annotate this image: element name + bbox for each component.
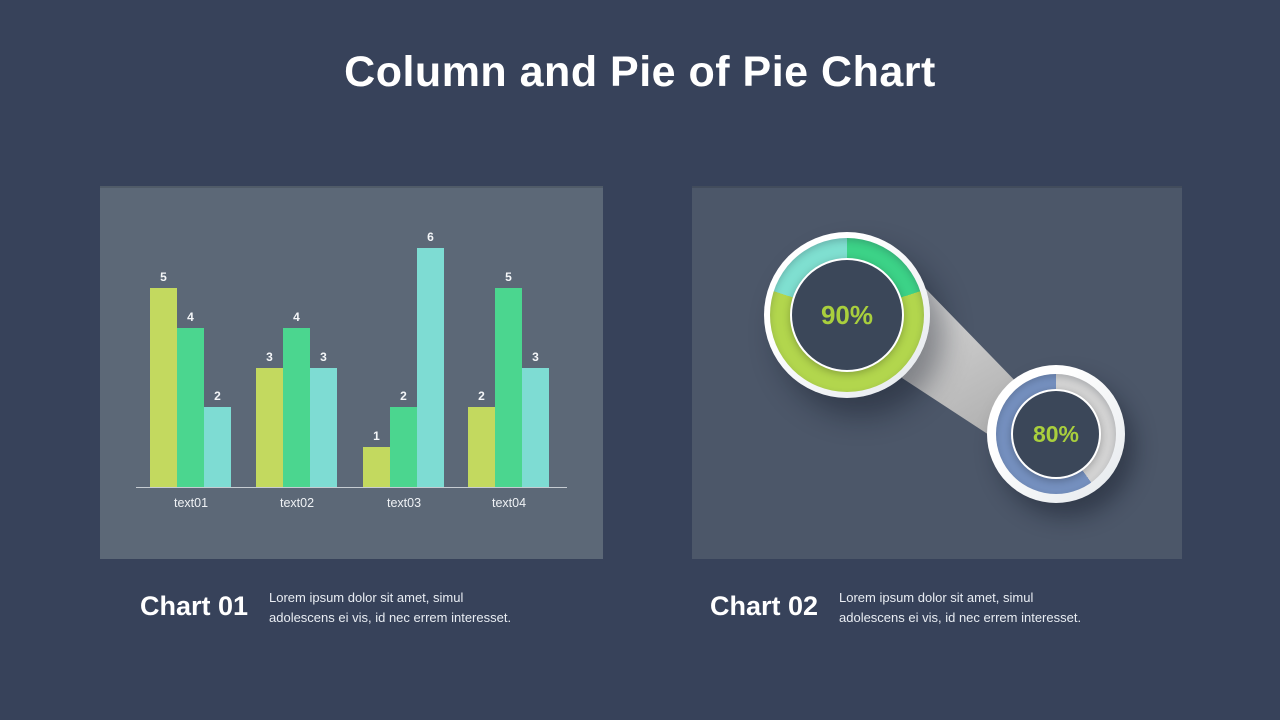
bar-group: 1 2 6: [363, 230, 444, 487]
donut-center: 90%: [790, 258, 904, 372]
bar-value-label: 4: [293, 310, 300, 324]
bar-value-label: 2: [400, 389, 407, 403]
donut-center: 80%: [1011, 389, 1101, 479]
bar-group: 5 4 2: [150, 270, 231, 487]
bar-column: 1: [363, 429, 390, 487]
bar-value-label: 2: [214, 389, 221, 403]
chart2-description-line2: adolescens ei vis, id nec errem interess…: [839, 609, 1082, 625]
bar: [468, 407, 495, 487]
bar-column: 5: [150, 270, 177, 487]
chart2-description: Lorem ipsum dolor sit amet, simul adoles…: [839, 588, 1129, 627]
chart1-description-line1: Lorem ipsum dolor sit amet, simul: [269, 590, 464, 605]
bar-column: 2: [390, 389, 417, 487]
bar-value-label: 3: [320, 350, 327, 364]
bar-value-label: 4: [187, 310, 194, 324]
category-label: text04: [491, 496, 527, 510]
bar-value-label: 5: [505, 270, 512, 284]
bar-chart-panel: 5 4 2 text01 3 4 3 text02 1 2 6 text03 2 5 3 text04: [100, 186, 603, 559]
bar-column: 3: [256, 350, 283, 487]
bar: [283, 328, 310, 487]
bar: [256, 368, 283, 487]
category-label: text02: [279, 496, 315, 510]
donut-large: 90%: [764, 232, 930, 398]
bar-value-label: 1: [373, 429, 380, 443]
category-label: text03: [386, 496, 422, 510]
chart1-heading: Chart 01: [140, 591, 249, 621]
donut-percentage: 90%: [820, 299, 874, 330]
x-axis-line: [136, 487, 567, 488]
bar-value-label: 2: [478, 389, 485, 403]
bar: [363, 447, 390, 487]
bar: [150, 288, 177, 487]
bar: [495, 288, 522, 487]
bar: [310, 368, 337, 487]
bar-column: 6: [417, 230, 444, 487]
bar-value-label: 5: [160, 270, 167, 284]
bar-column: 4: [177, 310, 204, 487]
bar-value-label: 3: [266, 350, 273, 364]
slide-title: Column and Pie of Pie Chart: [344, 48, 936, 96]
donut-small: 80%: [987, 365, 1125, 503]
bar-group: 2 5 3: [468, 270, 549, 487]
chart2-description-line1: Lorem ipsum dolor sit amet, simul: [839, 590, 1034, 605]
connector-beam: [902, 288, 1058, 463]
bar-value-label: 6: [427, 230, 434, 244]
category-label: text01: [173, 496, 209, 510]
bar-column: 4: [283, 310, 310, 487]
chart1-description-line2: adolescens ei vis, id nec errem interess…: [269, 609, 512, 625]
bar: [390, 407, 417, 487]
bar-value-label: 3: [532, 350, 539, 364]
chart2-heading: Chart 02: [710, 591, 819, 621]
bar: [177, 328, 204, 487]
bar-group: 3 4 3: [256, 310, 337, 487]
chart1-description: Lorem ipsum dolor sit amet, simul adoles…: [269, 588, 559, 627]
pie-of-pie-panel: 90% 80%: [692, 186, 1182, 559]
bar-column: 3: [522, 350, 549, 487]
bar: [204, 407, 231, 487]
bar: [522, 368, 549, 487]
bar: [417, 248, 444, 487]
bar-column: 2: [204, 389, 231, 487]
bar-column: 5: [495, 270, 522, 487]
bar-column: 3: [310, 350, 337, 487]
donut-percentage: 80%: [1032, 420, 1080, 447]
bar-column: 2: [468, 389, 495, 487]
